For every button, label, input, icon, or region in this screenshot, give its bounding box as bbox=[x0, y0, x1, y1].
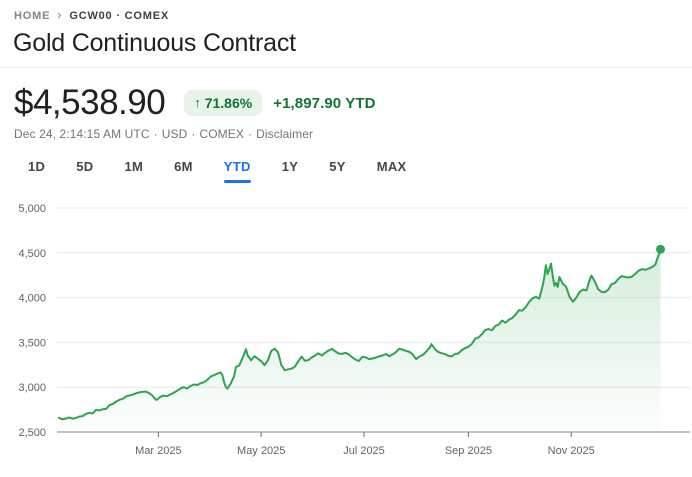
tab-5d[interactable]: 5D bbox=[76, 155, 93, 183]
disclaimer-link[interactable]: Disclaimer bbox=[256, 127, 314, 141]
tab-1d[interactable]: 1D bbox=[28, 155, 45, 183]
percent-change-value: 71.86% bbox=[204, 95, 253, 111]
chevron-right-icon: › bbox=[57, 7, 63, 22]
y-tick-label: 4,500 bbox=[18, 248, 46, 260]
y-axis-labels: 2,500 3,000 3,500 4,000 4,500 5,000 bbox=[18, 203, 46, 439]
x-axis-labels: Mar 2025 May 2025 Jul 2025 Sep 2025 Nov 2025 bbox=[135, 445, 595, 457]
up-arrow-icon: ↑ bbox=[194, 95, 201, 110]
x-tick-label: Sep 2025 bbox=[445, 445, 492, 457]
x-axis-ticks bbox=[157, 432, 572, 437]
x-tick-label: Jul 2025 bbox=[343, 445, 385, 457]
header-divider bbox=[0, 67, 692, 68]
tab-max[interactable]: MAX bbox=[377, 155, 407, 183]
tab-5y[interactable]: 5Y bbox=[329, 155, 346, 183]
quote-currency: USD bbox=[161, 127, 188, 141]
price-line bbox=[58, 248, 662, 421]
tab-1m[interactable]: 1M bbox=[124, 155, 143, 183]
meta-separator: · bbox=[247, 127, 253, 141]
quote-meta-line: Dec 24, 2:14:15 AM UTC · USD · COMEX · Disclai… bbox=[14, 127, 313, 141]
y-tick-label: 5,000 bbox=[18, 203, 46, 215]
breadcrumb-symbol: GCW00 · COMEX bbox=[69, 10, 169, 22]
price-value: $4,538.90 bbox=[14, 83, 166, 122]
x-tick-label: May 2025 bbox=[237, 445, 285, 457]
tab-6m[interactable]: 6M bbox=[174, 155, 193, 183]
y-tick-label: 3,000 bbox=[18, 382, 46, 394]
range-tabs: 1D 5D 1M 6M YTD 1Y 5Y MAX bbox=[28, 155, 407, 183]
y-tick-label: 4,000 bbox=[18, 293, 46, 305]
tab-ytd[interactable]: YTD bbox=[223, 155, 251, 183]
meta-separator: · bbox=[191, 127, 196, 141]
quote-timestamp: Dec 24, 2:14:15 AM UTC bbox=[14, 127, 150, 141]
latest-price-dot bbox=[656, 244, 665, 254]
y-tick-label: 2,500 bbox=[18, 427, 46, 439]
y-tick-label: 3,500 bbox=[18, 337, 46, 349]
breadcrumb: HOME › GCW00 · COMEX bbox=[14, 7, 169, 23]
page-title: Gold Continuous Contract bbox=[13, 29, 296, 57]
absolute-change-value: +1,897.90 YTD bbox=[273, 94, 376, 112]
price-row: $4,538.90 ↑ 71.86% +1,897.90 YTD bbox=[14, 85, 376, 121]
meta-separator: · bbox=[153, 127, 158, 141]
percent-change-badge: ↑ 71.86% bbox=[184, 90, 263, 116]
x-tick-label: Mar 2025 bbox=[135, 445, 181, 457]
x-tick-label: Nov 2025 bbox=[548, 445, 595, 457]
price-area-fill bbox=[59, 249, 661, 432]
quote-exchange: COMEX bbox=[199, 127, 244, 141]
breadcrumb-home-link[interactable]: HOME bbox=[14, 10, 51, 22]
tab-1y[interactable]: 1Y bbox=[282, 155, 299, 183]
